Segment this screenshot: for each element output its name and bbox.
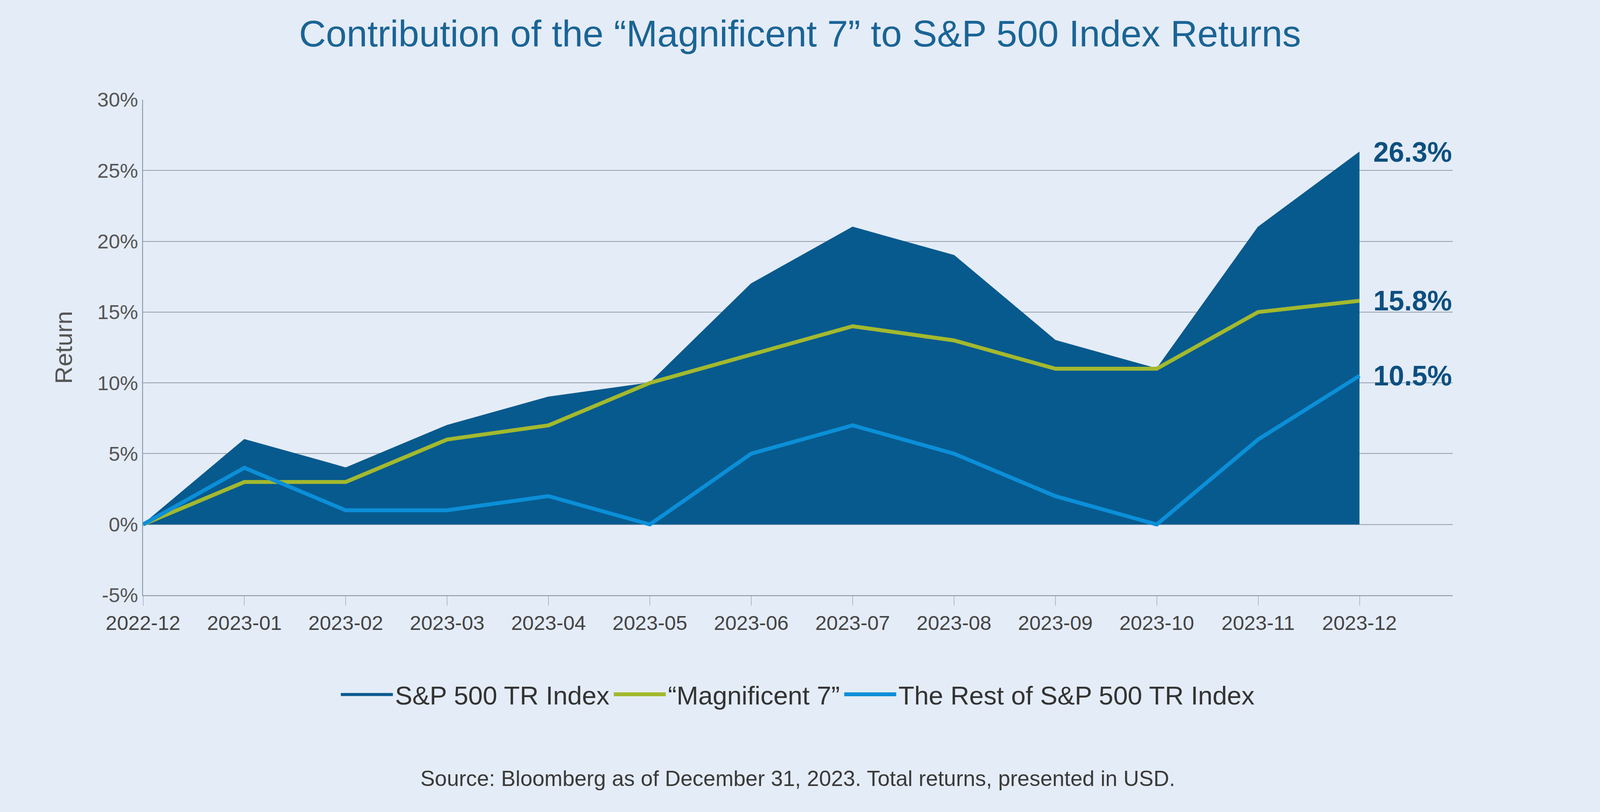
svg-text:5%: 5% — [108, 442, 139, 466]
svg-text:-5%: -5% — [101, 583, 139, 607]
svg-text:2023-11: 2023-11 — [1221, 611, 1295, 635]
svg-text:2023-08: 2023-08 — [916, 611, 992, 635]
svg-text:2023-03: 2023-03 — [409, 611, 485, 635]
svg-text:S&P 500 TR Index: S&P 500 TR Index — [395, 680, 610, 710]
svg-text:2023-02: 2023-02 — [308, 611, 384, 635]
svg-text:2023-10: 2023-10 — [1119, 611, 1195, 635]
svg-text:“Magnificent 7”: “Magnificent 7” — [667, 680, 840, 710]
svg-text:26.3%: 26.3% — [1373, 136, 1452, 168]
svg-text:30%: 30% — [97, 87, 139, 111]
svg-text:2023-05: 2023-05 — [612, 611, 688, 635]
svg-text:Return: Return — [49, 310, 78, 384]
svg-text:2023-04: 2023-04 — [510, 611, 586, 635]
svg-text:10%: 10% — [97, 371, 139, 395]
svg-text:20%: 20% — [97, 229, 139, 253]
svg-text:2023-09: 2023-09 — [1017, 611, 1093, 635]
svg-text:The Rest of S&P 500 TR Index: The Rest of S&P 500 TR Index — [898, 680, 1255, 710]
svg-text:2023-12: 2023-12 — [1322, 611, 1398, 635]
svg-text:Source: Bloomberg as of Decemb: Source: Bloomberg as of December 31, 202… — [420, 766, 1176, 791]
svg-text:25%: 25% — [97, 159, 139, 183]
svg-text:15%: 15% — [97, 300, 139, 324]
svg-text:10.5%: 10.5% — [1373, 360, 1452, 392]
svg-text:2022-12: 2022-12 — [105, 611, 181, 635]
svg-text:2023-07: 2023-07 — [815, 611, 890, 635]
svg-text:Contribution of the “Magnifice: Contribution of the “Magnificent 7” to S… — [299, 12, 1301, 55]
svg-text:2023-06: 2023-06 — [713, 611, 789, 635]
svg-text:2023-01: 2023-01 — [207, 611, 283, 635]
svg-text:15.8%: 15.8% — [1373, 285, 1452, 317]
svg-text:0%: 0% — [108, 512, 139, 536]
